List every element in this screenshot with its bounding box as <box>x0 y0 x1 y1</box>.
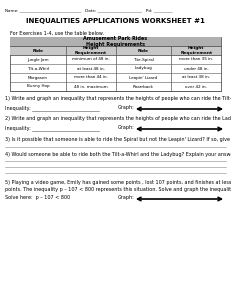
Text: Bunny Hop: Bunny Hop <box>27 85 49 88</box>
Text: 48 in. maximum: 48 in. maximum <box>74 85 108 88</box>
Text: Graph:: Graph: <box>118 105 135 110</box>
Text: Roarrback: Roarrback <box>133 85 154 88</box>
Text: Jungle Jam: Jungle Jam <box>27 58 49 62</box>
Text: over 42 in.: over 42 in. <box>185 85 207 88</box>
Text: more than 35 in.: more than 35 in. <box>179 58 213 62</box>
Text: Leapin' Lizard: Leapin' Lizard <box>129 76 158 80</box>
Text: INEQUALITIES APPLICATIONS WORKSHEET #1: INEQUALITIES APPLICATIONS WORKSHEET #1 <box>26 18 204 24</box>
Text: at least 48 in.: at least 48 in. <box>77 67 105 70</box>
Bar <box>10 37 221 46</box>
Text: Height
Requirement: Height Requirement <box>180 46 212 55</box>
Text: 1) Write and graph an inequality that represents the heights of people who can r: 1) Write and graph an inequality that re… <box>5 96 231 101</box>
Text: Inequality: ___________________________: Inequality: ___________________________ <box>5 105 100 111</box>
Text: minimum of 48 in.: minimum of 48 in. <box>72 58 109 62</box>
Text: For Exercises 1-4, use the table below.: For Exercises 1-4, use the table below. <box>10 31 104 36</box>
Text: 4) Would someone be able to ride both the Tilt-a-Whirl and the Ladybug? Explain : 4) Would someone be able to ride both th… <box>5 152 231 157</box>
Bar <box>10 37 221 91</box>
Text: Graph:: Graph: <box>118 195 135 200</box>
Text: Inequality: ___________________________: Inequality: ___________________________ <box>5 125 100 131</box>
Text: Tite-Spiral: Tite-Spiral <box>133 58 154 62</box>
Text: Ladybug: Ladybug <box>135 67 152 70</box>
Text: 5) Playing a video game, Emily has gained some points , lost 107 points, and fin: 5) Playing a video game, Emily has gaine… <box>5 180 231 185</box>
Text: Morgasen: Morgasen <box>28 76 48 80</box>
Text: Solve here:  p – 107 < 800: Solve here: p – 107 < 800 <box>5 195 70 200</box>
Text: Tilt-a-Whirl: Tilt-a-Whirl <box>27 67 49 70</box>
Text: Amusement Park Rides
Height Requirements: Amusement Park Rides Height Requirements <box>83 36 148 47</box>
Text: more than 44 in.: more than 44 in. <box>74 76 108 80</box>
Text: 2) Write and graph an inequality that represents the heights of people who can r: 2) Write and graph an inequality that re… <box>5 116 231 121</box>
Text: Name: _____________________________   Date: _____________________   Pd: ________: Name: _____________________________ Date… <box>5 8 173 12</box>
Text: points. The inequality p – 107 < 800 represents this situation. Solve and graph : points. The inequality p – 107 < 800 rep… <box>5 187 231 192</box>
Text: Ride: Ride <box>138 49 149 52</box>
Text: under 48 in.: under 48 in. <box>184 67 209 70</box>
Text: at least 38 in.: at least 38 in. <box>182 76 210 80</box>
Text: Height
Requirement: Height Requirement <box>75 46 107 55</box>
Bar <box>10 46 221 55</box>
Text: Ride: Ride <box>33 49 43 52</box>
Text: 3) Is it possible that someone is able to ride the Spiral but not the Leapin' Li: 3) Is it possible that someone is able t… <box>5 137 231 142</box>
Text: Graph:: Graph: <box>118 125 135 130</box>
